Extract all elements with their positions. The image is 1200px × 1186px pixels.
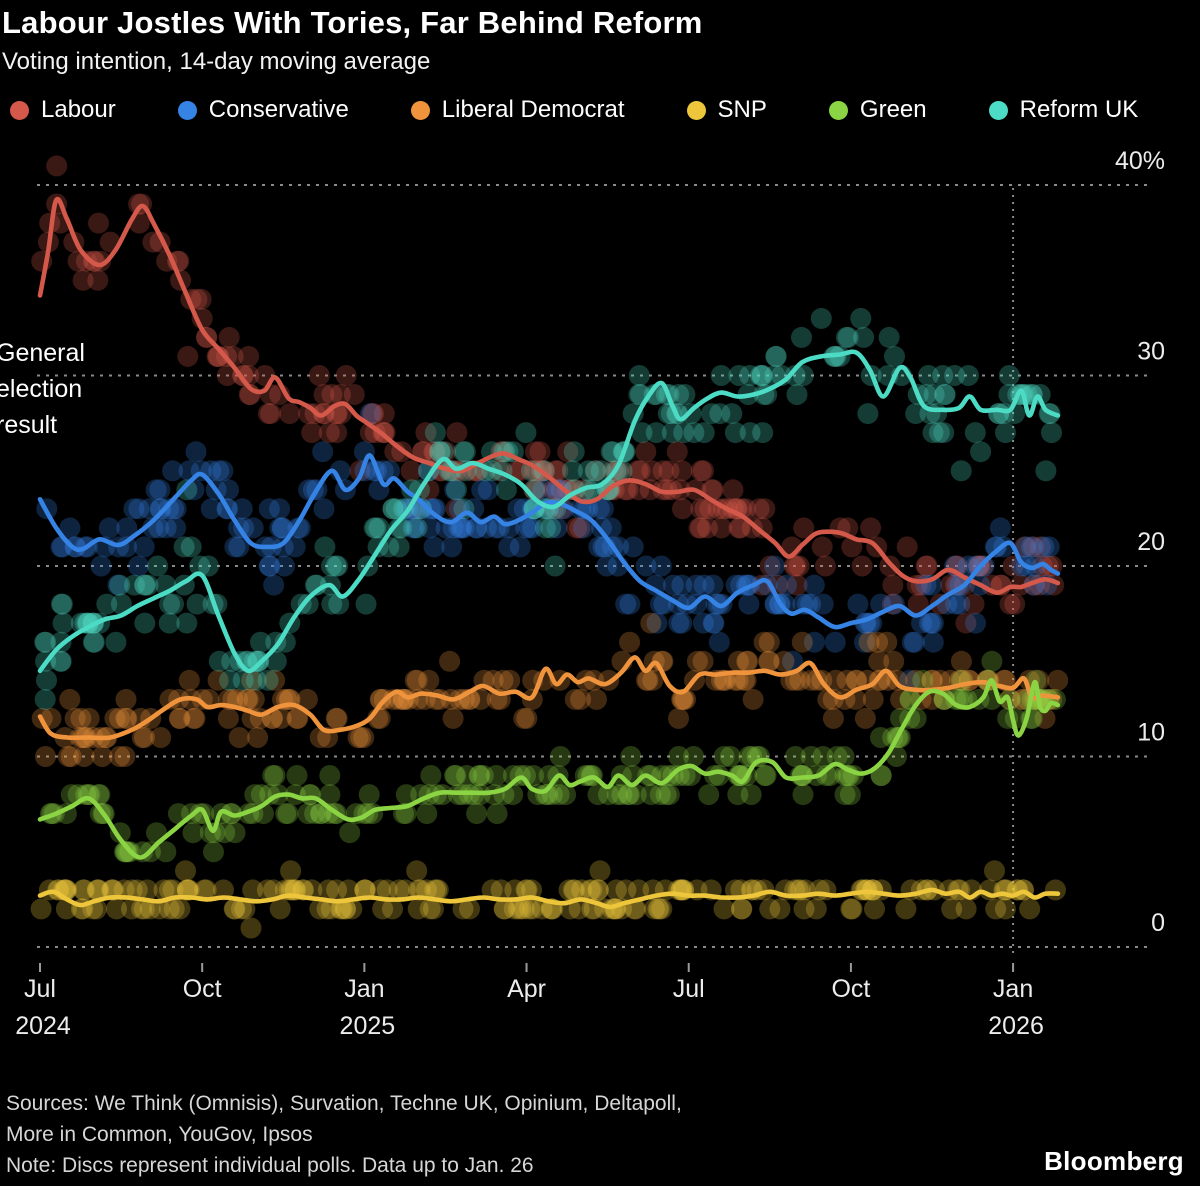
trend-line-liberal-democrat [37,655,1061,741]
annotation-line: result [0,411,57,439]
legend-item-snp: SNP [686,96,767,124]
legend-label: Reform UK [1019,96,1139,124]
legend-dot-icon [177,100,197,120]
legend-item-labour: Labour [10,96,116,124]
legend-dot-icon [988,100,1008,120]
chart-header: Labour Jostles With Tories, Far Behind R… [0,0,1200,124]
x-axis-label: Apr [507,975,546,1003]
bloomberg-logo: Bloomberg [1044,1146,1184,1176]
x-axis-year-label: 2025 [340,1012,396,1040]
x-axis-label: Oct [183,975,222,1003]
sources-line-1: Sources: We Think (Omnisis), Survation, … [6,1092,682,1115]
x-axis-year-label: 2024 [15,1012,71,1040]
trend-line-conservative [37,453,1061,630]
x-axis-label: Jul [673,975,705,1003]
legend-item-liberal-democrat: Liberal Democrat [410,96,625,124]
legend-item-conservative: Conservative [177,96,349,124]
x-axis-label: Jul [24,975,56,1003]
poll-chart: 40% 30 20 10 0 Jul 2024 Oct Jan 2025 Apr Jul Oct Jan 2… [0,147,1165,1040]
annotation-line: General [0,339,85,367]
trend-line-labour [37,196,1061,595]
x-axis-year-label: 2026 [988,1012,1044,1040]
gridlines: 40% 30 20 10 0 [37,147,1165,958]
legend-item-reform-uk: Reform UK [988,96,1139,124]
page-title: Labour Jostles With Tories, Far Behind R… [2,5,703,40]
trend-lines [37,196,1061,910]
general-election-annotation: General election result [0,339,85,439]
y-axis-label: 0 [1151,909,1165,937]
legend-dot-icon [828,100,848,120]
legend-label: Liberal Democrat [441,96,625,124]
x-axis-label: Oct [831,975,870,1003]
footer: Sources: We Think (Omnisis), Survation, … [6,1088,1006,1181]
annotation-line: election [0,375,82,403]
y-axis-label: 40% [1115,147,1165,175]
page-subtitle: Voting intention, 14-day moving average [2,48,431,76]
legend-item-green: Green [828,96,927,124]
poll-discs [30,155,1069,939]
trend-line-green [37,678,1061,860]
legend-dot-icon [10,100,29,120]
x-axis-label: Jan [993,975,1033,1003]
legend-dot-icon [410,100,430,120]
sources-line-2: More in Common, YouGov, Ipsos [6,1123,313,1146]
y-axis-label: 10 [1137,719,1165,747]
trend-line-reform-uk [37,349,1061,674]
x-axis-label: Jan [344,975,384,1003]
trend-line-snp [37,887,1061,910]
y-axis-label: 30 [1137,338,1165,366]
legend-label: Labour [41,96,116,124]
y-axis-label: 20 [1137,528,1165,556]
legend: Labour Conservative Liberal Democrat SNP Gre… [0,76,1200,124]
note-line: Note: Discs represent individual polls. … [6,1154,534,1177]
legend-label: Conservative [208,96,349,124]
x-axis: Jul 2024 Oct Jan 2025 Apr Jul Oct Jan 2026 [15,963,1044,1040]
legend-dot-icon [686,100,706,120]
legend-label: SNP [717,96,767,124]
legend-label: Green [859,96,927,124]
